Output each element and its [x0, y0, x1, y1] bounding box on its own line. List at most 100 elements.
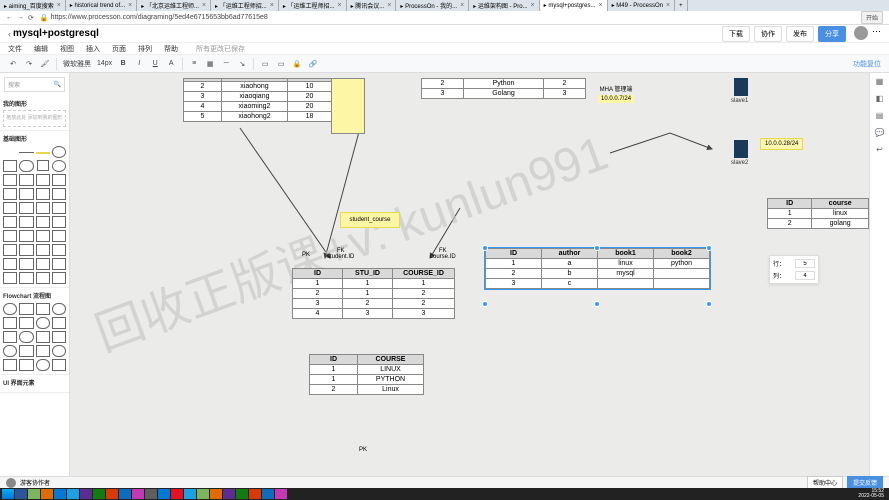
connector-icon[interactable]: ↘ [237, 60, 247, 68]
publish-button[interactable]: 发布 [786, 26, 814, 42]
shape-stencil[interactable] [3, 331, 17, 343]
layer-icon[interactable]: ▤ [876, 111, 884, 120]
shape-stencil[interactable] [36, 303, 50, 315]
close-icon[interactable]: × [338, 2, 342, 9]
browser-tab[interactable]: ▸ historical trend of...× [66, 0, 137, 11]
history-icon[interactable]: ↩ [876, 145, 883, 154]
shape-stencil[interactable] [36, 230, 50, 242]
menu-item[interactable]: 页面 [112, 44, 126, 54]
server-block[interactable] [734, 78, 748, 96]
shape-stencil[interactable] [19, 244, 33, 256]
close-icon[interactable]: × [270, 2, 274, 9]
shape-stencil[interactable] [36, 202, 50, 214]
shape-stencil[interactable] [36, 345, 50, 357]
selection-handle[interactable] [482, 301, 488, 307]
shape-stencil[interactable] [19, 188, 33, 200]
download-button[interactable]: 下载 [722, 26, 750, 42]
nav-icon[interactable]: ▦ [876, 77, 884, 86]
ip-sticky[interactable]: 10.0.0.28/24 [760, 138, 803, 150]
search-input[interactable]: 搜索🔍 [4, 77, 65, 92]
drop-zone[interactable]: 拖放此处 添加到我的图形 [3, 110, 66, 127]
menu-icon[interactable]: ⋯ [872, 26, 881, 42]
shape-stencil[interactable] [3, 216, 17, 228]
shape-stencil[interactable] [52, 202, 66, 214]
close-icon[interactable]: × [128, 2, 132, 9]
shape-stencil[interactable] [52, 303, 66, 315]
shape-stencil[interactable] [19, 331, 33, 343]
menu-item[interactable]: 文件 [8, 44, 22, 54]
browser-tab[interactable]: ▸ aiming_百度搜索× [0, 0, 66, 11]
browser-tab[interactable]: ▸ 「运维工程师招...× [211, 0, 279, 11]
close-icon[interactable]: × [666, 2, 670, 9]
browser-tab[interactable]: ▸ 「北京运维工程师...× [137, 0, 211, 11]
collaborate-button[interactable]: 协作 [754, 26, 782, 42]
browser-tab[interactable]: ▸ ProcessOn - 我的...× [396, 0, 469, 11]
style-icon[interactable]: ◧ [876, 94, 884, 103]
shape-stencil[interactable] [52, 331, 66, 343]
shape-stencil[interactable] [3, 202, 17, 214]
taskbar-app-icon[interactable] [275, 489, 287, 499]
taskbar-app-icon[interactable] [80, 489, 92, 499]
taskbar-app-icon[interactable] [145, 489, 157, 499]
shape-stencil[interactable] [52, 258, 66, 270]
sticky-note[interactable]: student_course [340, 212, 400, 228]
start-button[interactable]: 开始 [861, 11, 883, 24]
browser-tab[interactable]: ▸ mysql+postgres...× [540, 0, 608, 11]
shape-stencil[interactable] [3, 244, 17, 256]
shape-stencil[interactable] [3, 230, 17, 242]
fontsize-select[interactable]: 14px [97, 60, 112, 67]
brush-icon[interactable]: 🖌 [40, 60, 50, 68]
shape-stencil[interactable] [36, 152, 50, 154]
close-icon[interactable]: × [460, 2, 464, 9]
url-text[interactable]: https://www.processon.com/diagraming/5ed… [51, 14, 268, 21]
close-icon[interactable]: × [531, 2, 535, 9]
browser-tab[interactable]: ▸ M49 - ProcessOn× [608, 0, 675, 11]
shape-stencil[interactable] [19, 272, 33, 284]
shape-stencil[interactable] [52, 174, 66, 186]
shape-stencil[interactable] [3, 146, 17, 158]
selection-handle[interactable] [706, 245, 712, 251]
er-table[interactable]: IDCOURSE1LINUX1PYTHON2Linux [309, 354, 424, 395]
menu-item[interactable]: 编辑 [34, 44, 48, 54]
shape-stencil[interactable] [19, 359, 33, 371]
shape-stencil[interactable] [19, 317, 33, 329]
ui-title[interactable]: UI 界面元素 [3, 378, 66, 387]
shape-stencil[interactable] [36, 174, 50, 186]
er-table[interactable]: 2Python23Golang3 [421, 78, 586, 99]
shape-stencil[interactable] [36, 258, 50, 270]
taskbar-app-icon[interactable] [54, 489, 66, 499]
start-icon[interactable] [2, 489, 14, 499]
shape-stencil[interactable] [19, 152, 33, 153]
rows-input[interactable] [795, 259, 815, 268]
selection-handle[interactable] [594, 245, 600, 251]
taskbar-app-icon[interactable] [171, 489, 183, 499]
shape-stencil[interactable] [19, 160, 33, 172]
taskbar-app-icon[interactable] [210, 489, 222, 499]
shape-stencil[interactable] [52, 230, 66, 242]
basic-shapes-title[interactable]: 基础图形 [3, 134, 66, 143]
shape-stencil[interactable] [52, 317, 66, 329]
shape-stencil[interactable] [19, 230, 33, 242]
comment-icon[interactable]: 💬 [875, 128, 885, 137]
taskbar-clock[interactable]: 15:522022-05-05 [855, 489, 887, 500]
line-icon[interactable]: ─ [221, 60, 231, 67]
browser-tab[interactable]: ▸ 运维架构图 - Pro...× [469, 0, 539, 11]
taskbar-app-icon[interactable] [184, 489, 196, 499]
shape-stencil[interactable] [3, 359, 17, 371]
taskbar-app-icon[interactable] [197, 489, 209, 499]
er-table[interactable]: IDauthorbook1book21alinuxpython2bmysql3c [485, 248, 710, 289]
shape-stencil[interactable] [19, 345, 33, 357]
bold-icon[interactable]: B [118, 60, 128, 67]
cols-input[interactable] [795, 271, 815, 280]
back-icon[interactable]: ‹ [8, 29, 11, 39]
taskbar-app-icon[interactable] [41, 489, 53, 499]
shape-stencil[interactable] [52, 244, 66, 256]
shape-stencil[interactable] [3, 345, 17, 357]
close-icon[interactable]: × [599, 2, 603, 9]
menu-item[interactable]: 帮助 [164, 44, 178, 54]
browser-tab[interactable]: ▸ 「运维工程师招...× [279, 0, 347, 11]
share-button[interactable]: 分享 [818, 26, 846, 42]
fill-icon[interactable]: ▦ [205, 60, 215, 68]
er-table[interactable]: IDSTU_IDCOURSE_ID111212322433 [292, 268, 455, 319]
er-table[interactable]: 2xiaohong103xiaoqiang204xiaoming2205xiao… [183, 78, 332, 122]
